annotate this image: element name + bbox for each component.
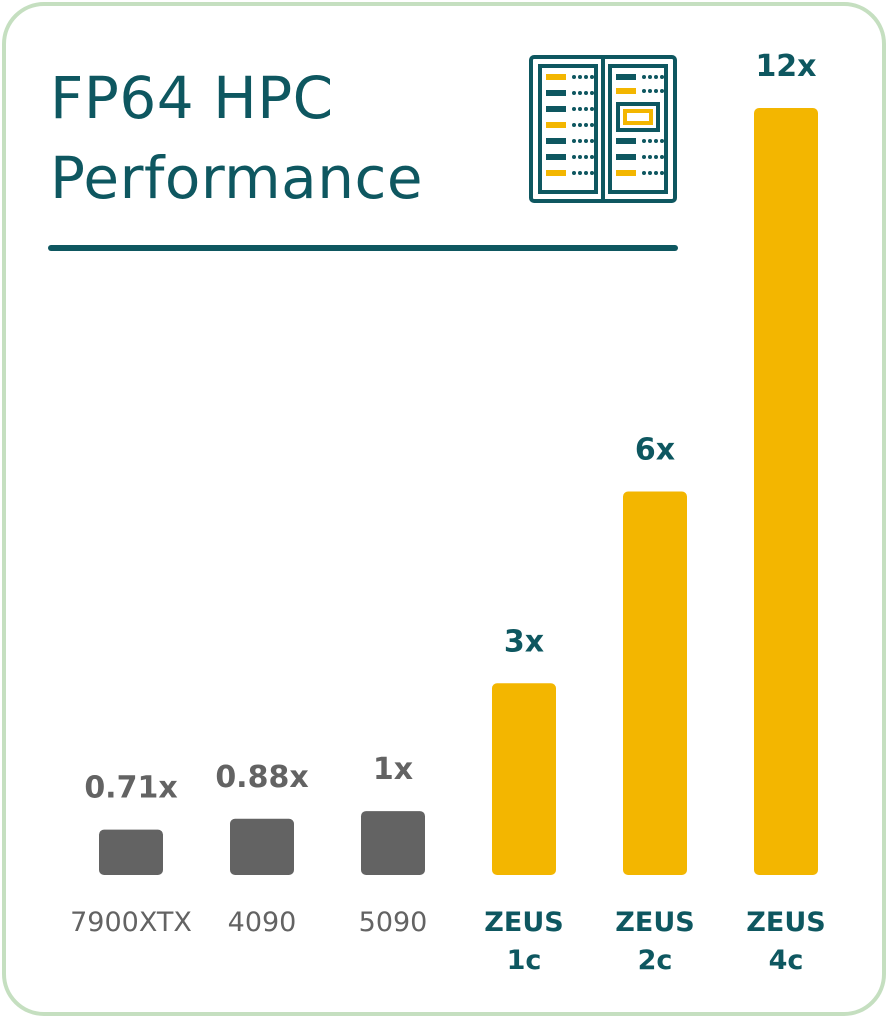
bar-5090 [361,811,425,875]
value-label: 1x [373,752,413,787]
category-label: ZEUS [746,907,825,938]
bar-zeus-2c [623,491,687,875]
value-label: 0.88x [215,760,308,795]
bar-7900xtx [99,829,163,875]
category-label: ZEUS [615,907,694,938]
server-rack-icon [529,55,677,203]
value-label: 6x [635,433,675,468]
category-label: 5090 [359,907,428,938]
category-label: 4090 [228,907,297,938]
value-label: 12x [755,49,816,84]
bar-zeus-1c [492,683,556,875]
category-label: ZEUS [484,907,563,938]
title-line-1: FP64 HPC [50,64,334,132]
title-line-2: Performance [50,144,424,212]
category-label: 4c [769,945,804,976]
category-label: 1c [507,945,542,976]
value-label: 0.71x [84,771,177,806]
chart-title: FP64 HPC Performance [50,58,423,218]
title-divider [48,245,678,251]
bar-zeus-4c [754,108,818,875]
category-label: 7900XTX [70,907,192,938]
value-label: 3x [504,624,544,659]
bar-4090 [230,818,294,875]
category-label: 2c [638,945,673,976]
